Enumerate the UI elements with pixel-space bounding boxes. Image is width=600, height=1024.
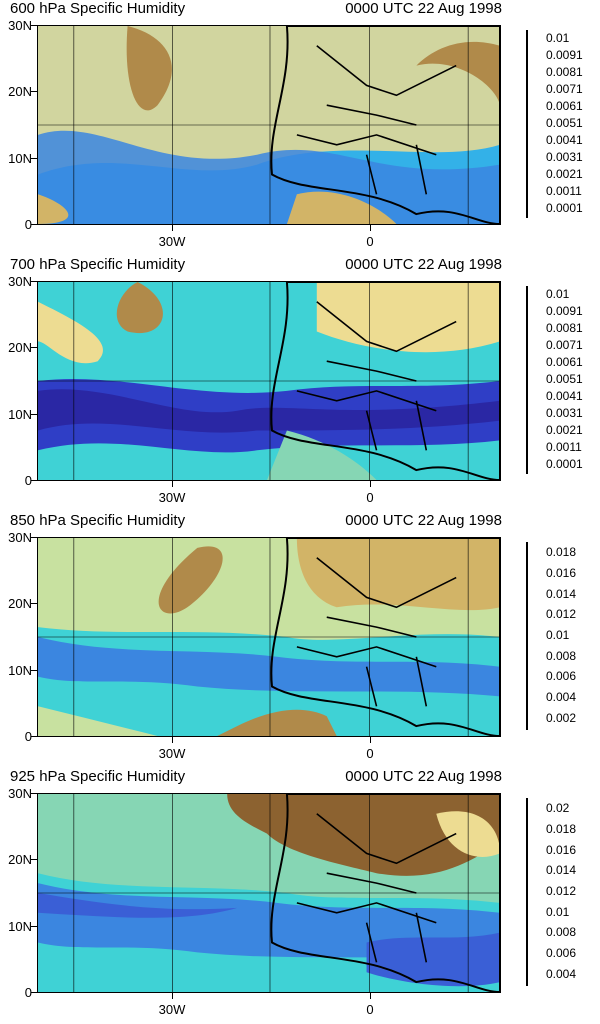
lon-label-0: 0: [366, 746, 374, 761]
map-svg: [38, 538, 500, 736]
legend-label: 0.016: [546, 566, 577, 580]
panel-title: 850 hPa Specific Humidity: [10, 512, 186, 529]
legend-label: 0.004: [546, 966, 577, 981]
legend-label: 0.012: [546, 607, 577, 622]
lat-label-30n: 30N: [8, 274, 32, 289]
legend-label: 0.01: [546, 31, 570, 46]
legend-label: 0.0071: [546, 82, 583, 97]
legend-label: 0.0001: [546, 200, 583, 215]
legend-label: 0.0091: [546, 48, 583, 63]
color-legend-600: [526, 30, 528, 218]
lat-label-10n: 10N: [8, 151, 32, 166]
legend-label: 0.006: [546, 669, 577, 684]
humidity-map-600: [37, 25, 501, 225]
lat-label-20n: 20N: [8, 84, 32, 99]
legend-label: 0.0011: [546, 439, 582, 454]
lon-label-30w: 30W: [158, 746, 186, 761]
legend-label: 0.014: [546, 586, 577, 601]
legend-label: 0.0021: [546, 166, 583, 181]
legend-label: 0.0081: [546, 65, 583, 80]
legend-label: 0.008: [546, 648, 577, 663]
lat-label-10n: 10N: [8, 663, 32, 678]
map-svg: [38, 26, 500, 224]
legend-label: 0.002: [546, 710, 577, 725]
legend-label: 0.0061: [546, 99, 583, 114]
legend-label: 0.014: [546, 863, 577, 878]
legend-label: 0.0051: [546, 372, 583, 386]
legend-label: 0.01: [546, 628, 570, 642]
lat-label-10n: 10N: [8, 407, 32, 422]
lat-label-20n: 20N: [8, 340, 32, 355]
color-legend-700: [526, 286, 528, 474]
legend-label: 0.012: [546, 884, 577, 898]
panel-700hpa: 700 hPa Specific Humidity 0000 UTC 22 Au…: [0, 256, 600, 512]
lat-label-10n: 10N: [8, 919, 32, 934]
panel-850hpa: 850 hPa Specific Humidity 0000 UTC 22 Au…: [0, 512, 600, 768]
map-svg: [38, 794, 500, 992]
lat-label-20n: 20N: [8, 852, 32, 867]
humidity-map-925: [37, 793, 501, 993]
humidity-map-700: [37, 281, 501, 481]
legend-label: 0.0031: [546, 405, 583, 420]
panel-title: 700 hPa Specific Humidity: [10, 256, 186, 273]
legend-label: 0.006: [546, 946, 577, 960]
legend-label: 0.0001: [546, 456, 583, 471]
legend-label: 0.004: [546, 690, 577, 704]
lat-label-30n: 30N: [8, 530, 32, 545]
panel-925hpa: 925 hPa Specific Humidity 0000 UTC 22 Au…: [0, 768, 600, 1024]
lon-label-30w: 30W: [158, 490, 186, 505]
legend-label: 0.018: [546, 545, 577, 560]
legend-label: 0.0011: [546, 183, 582, 198]
lon-label-0: 0: [366, 234, 374, 249]
legend-label: 0.0031: [546, 149, 583, 164]
lon-label-0: 0: [366, 1002, 374, 1017]
lon-label-30w: 30W: [158, 1002, 186, 1017]
panel-time: 0000 UTC 22 Aug 1998: [345, 0, 502, 17]
legend-label: 0.02: [546, 801, 570, 816]
color-legend-925: [526, 798, 528, 986]
legend-label: 0.0041: [546, 388, 583, 403]
legend-label: 0.0051: [546, 116, 583, 130]
legend-label: 0.0021: [546, 422, 583, 437]
legend-label: 0.0061: [546, 355, 583, 370]
legend-label: 0.008: [546, 925, 577, 940]
lat-label-30n: 30N: [8, 18, 32, 33]
lat-label-0: 0: [24, 473, 32, 488]
lat-label-0: 0: [24, 729, 32, 744]
lat-label-20n: 20N: [8, 596, 32, 611]
panel-time: 0000 UTC 22 Aug 1998: [345, 768, 502, 785]
legend-label: 0.0071: [546, 338, 583, 353]
color-legend-850: [526, 542, 528, 730]
map-svg: [38, 282, 500, 480]
panel-time: 0000 UTC 22 Aug 1998: [345, 512, 502, 529]
panel-title: 925 hPa Specific Humidity: [10, 768, 186, 785]
panel-time: 0000 UTC 22 Aug 1998: [345, 256, 502, 273]
panel-title: 600 hPa Specific Humidity: [10, 0, 186, 17]
legend-label: 0.0041: [546, 132, 583, 147]
lon-label-0: 0: [366, 490, 374, 505]
lat-label-0: 0: [24, 985, 32, 1000]
legend-label: 0.0081: [546, 321, 583, 336]
lat-label-0: 0: [24, 217, 32, 232]
humidity-map-850: [37, 537, 501, 737]
lat-label-30n: 30N: [8, 786, 32, 801]
panel-600hpa: 600 hPa Specific Humidity 0000 UTC 22 Au…: [0, 0, 600, 256]
legend-label: 0.01: [546, 904, 570, 919]
legend-label: 0.016: [546, 842, 577, 857]
legend-label: 0.01: [546, 287, 570, 302]
lon-label-30w: 30W: [158, 234, 186, 249]
legend-label: 0.018: [546, 822, 577, 836]
legend-label: 0.0091: [546, 304, 583, 319]
